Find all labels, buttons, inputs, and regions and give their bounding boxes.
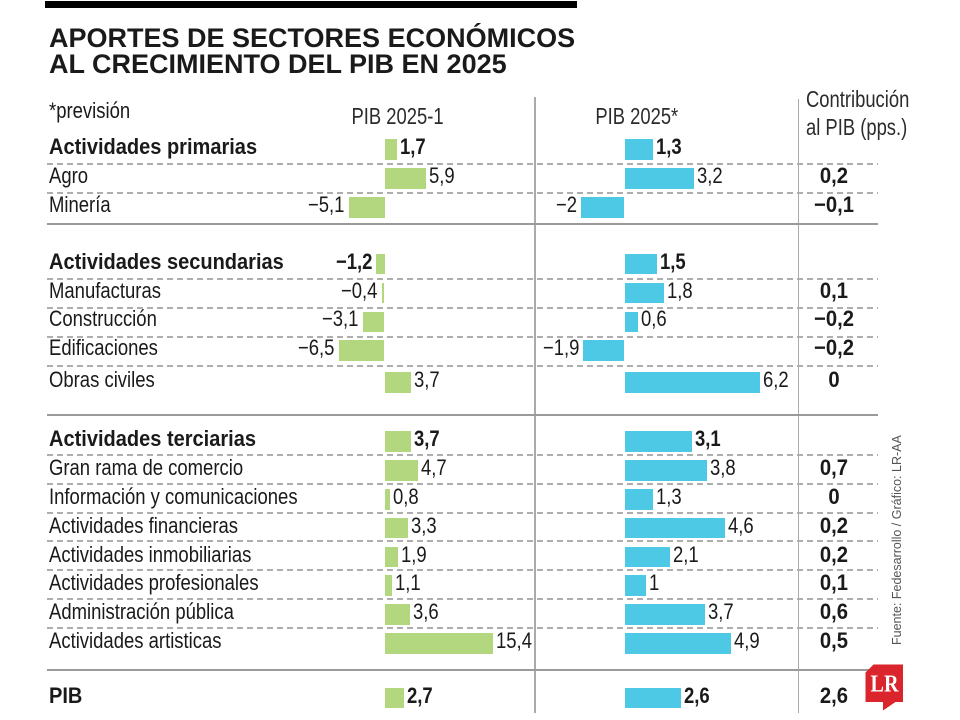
svg-text:LR: LR [871, 671, 899, 698]
